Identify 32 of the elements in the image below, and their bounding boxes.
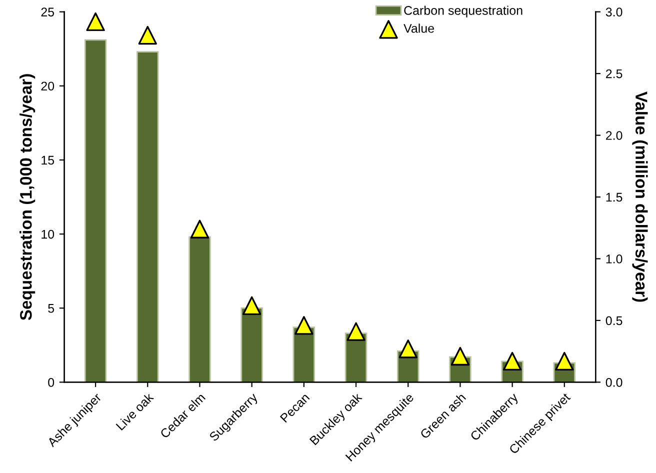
bar <box>136 51 159 382</box>
y-tick-label: 10 <box>42 230 54 239</box>
bar <box>188 236 211 382</box>
y-tick-label: 25 <box>41 8 54 16</box>
y2-tick-label: 3.0 <box>606 8 622 16</box>
y-tick-label: 20 <box>41 82 54 91</box>
point <box>346 322 366 341</box>
y-tick-label: 15 <box>42 156 54 165</box>
y2-tick-label: 1.5 <box>606 192 622 202</box>
point <box>555 352 574 371</box>
x-tick-label: Live oak <box>115 392 154 431</box>
y-axis-title: Sequestration (1,000 tons/year) <box>20 74 36 320</box>
point <box>502 352 522 371</box>
y2-axis-title: Value (million dollars/year) <box>632 92 648 302</box>
y2-tick-label: 2.5 <box>606 69 622 78</box>
y2-tick-label: 0.0 <box>606 378 622 387</box>
bar <box>84 39 107 382</box>
y-tick-label: 0 <box>48 378 54 387</box>
y2-tick-label: 0.5 <box>606 316 622 326</box>
legend-label: Carbon sequestration <box>404 6 522 18</box>
bar <box>240 307 263 382</box>
y-tick-label: 5 <box>48 304 54 313</box>
point <box>450 346 470 366</box>
point <box>242 296 262 315</box>
legend-label: Value <box>404 24 434 33</box>
point <box>398 340 418 358</box>
point <box>86 12 105 32</box>
y2-tick-label: 1.0 <box>606 254 622 264</box>
point <box>294 316 314 335</box>
y2-tick-label: 2.0 <box>606 131 622 140</box>
point <box>138 26 157 45</box>
point <box>190 220 210 238</box>
